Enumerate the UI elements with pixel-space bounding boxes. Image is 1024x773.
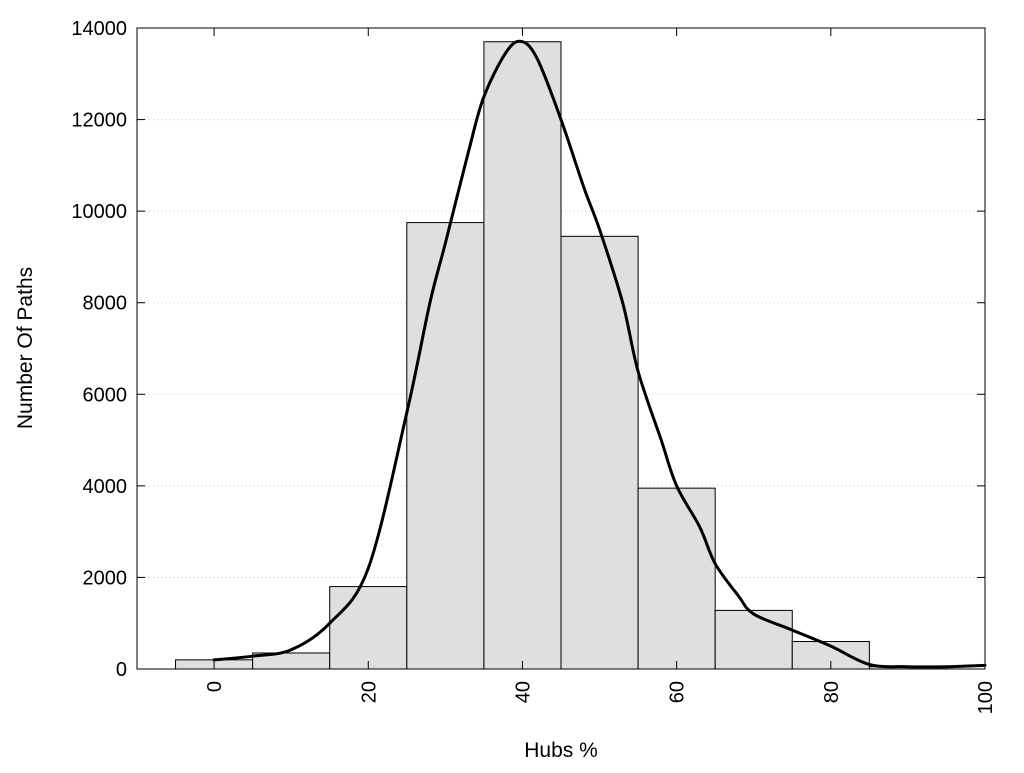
- y-tick-label: 2000: [83, 567, 128, 589]
- histogram-bar: [714, 609, 793, 670]
- histogram-bar: [406, 222, 485, 670]
- y-tick-label: 4000: [83, 476, 128, 498]
- y-tick-label: 12000: [71, 110, 127, 132]
- y-tick-label: 0: [116, 659, 127, 681]
- y-tick-label: 6000: [83, 384, 128, 406]
- x-tick-labels: 0 20 40 60 80 100: [204, 681, 997, 714]
- axis-ticks: [137, 27, 986, 670]
- y-tick-label: 14000: [71, 18, 127, 40]
- x-tick-label: 80: [821, 681, 843, 703]
- x-tick-label: 60: [667, 681, 689, 703]
- x-tick-label: 40: [512, 681, 534, 703]
- x-axis-title: Hubs %: [524, 739, 598, 762]
- density-curve: [212, 39, 987, 669]
- y-tick-labels: 0 2000 4000 6000 8000 10000 12000 14000: [71, 18, 127, 681]
- x-tick-label: 20: [358, 681, 380, 703]
- plot-frame: [136, 27, 986, 670]
- histogram-bar: [560, 235, 639, 670]
- histogram-bars: [175, 41, 947, 670]
- y-tick-label: 10000: [71, 201, 127, 223]
- x-tick-label: 0: [204, 681, 226, 692]
- x-tick-label: 100: [975, 681, 997, 714]
- histogram-bar: [483, 41, 562, 670]
- histogram-bar: [329, 586, 408, 670]
- histogram-bar: [637, 487, 716, 670]
- y-axis-title: Number Of Paths: [14, 267, 37, 429]
- density-curve-layer: [212, 39, 987, 669]
- y-tick-label: 8000: [83, 293, 128, 315]
